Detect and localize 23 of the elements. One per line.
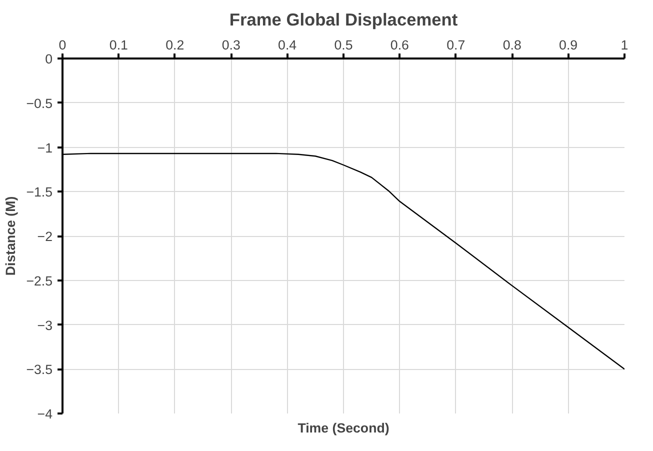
chart-title: Frame Global Displacement bbox=[229, 10, 458, 30]
y-tick-label: −0.5 bbox=[26, 96, 52, 111]
x-tick-label: 0.2 bbox=[166, 38, 184, 52]
y-axis-title: Distance (M) bbox=[3, 196, 18, 276]
x-tick-label: 0.3 bbox=[222, 38, 240, 52]
y-tick-label: −3 bbox=[37, 318, 53, 333]
x-tick-label: 1 bbox=[620, 38, 628, 52]
x-tick-label: 0.4 bbox=[278, 38, 298, 52]
x-tick-label: 0 bbox=[58, 38, 66, 52]
x-tick-label: 0.5 bbox=[334, 38, 353, 52]
y-tick-label: −2 bbox=[37, 229, 53, 244]
x-tick-label: 0.7 bbox=[446, 38, 466, 52]
y-tick-label: −4 bbox=[37, 406, 54, 422]
y-tick-label: −3.5 bbox=[26, 362, 52, 378]
x-tick-label: 0.1 bbox=[109, 38, 128, 52]
x-tick-label: 0.8 bbox=[502, 38, 522, 52]
x-tick-label: 0.6 bbox=[390, 38, 409, 52]
y-tick-label: −2.5 bbox=[26, 273, 52, 288]
y-tick-label: −1.5 bbox=[26, 184, 52, 200]
y-tick-label: −1 bbox=[37, 140, 53, 156]
y-tick-label: 0 bbox=[45, 52, 53, 66]
x-axis-title: Time (Second) bbox=[298, 420, 390, 436]
x-tick-label: 0.9 bbox=[559, 38, 578, 52]
